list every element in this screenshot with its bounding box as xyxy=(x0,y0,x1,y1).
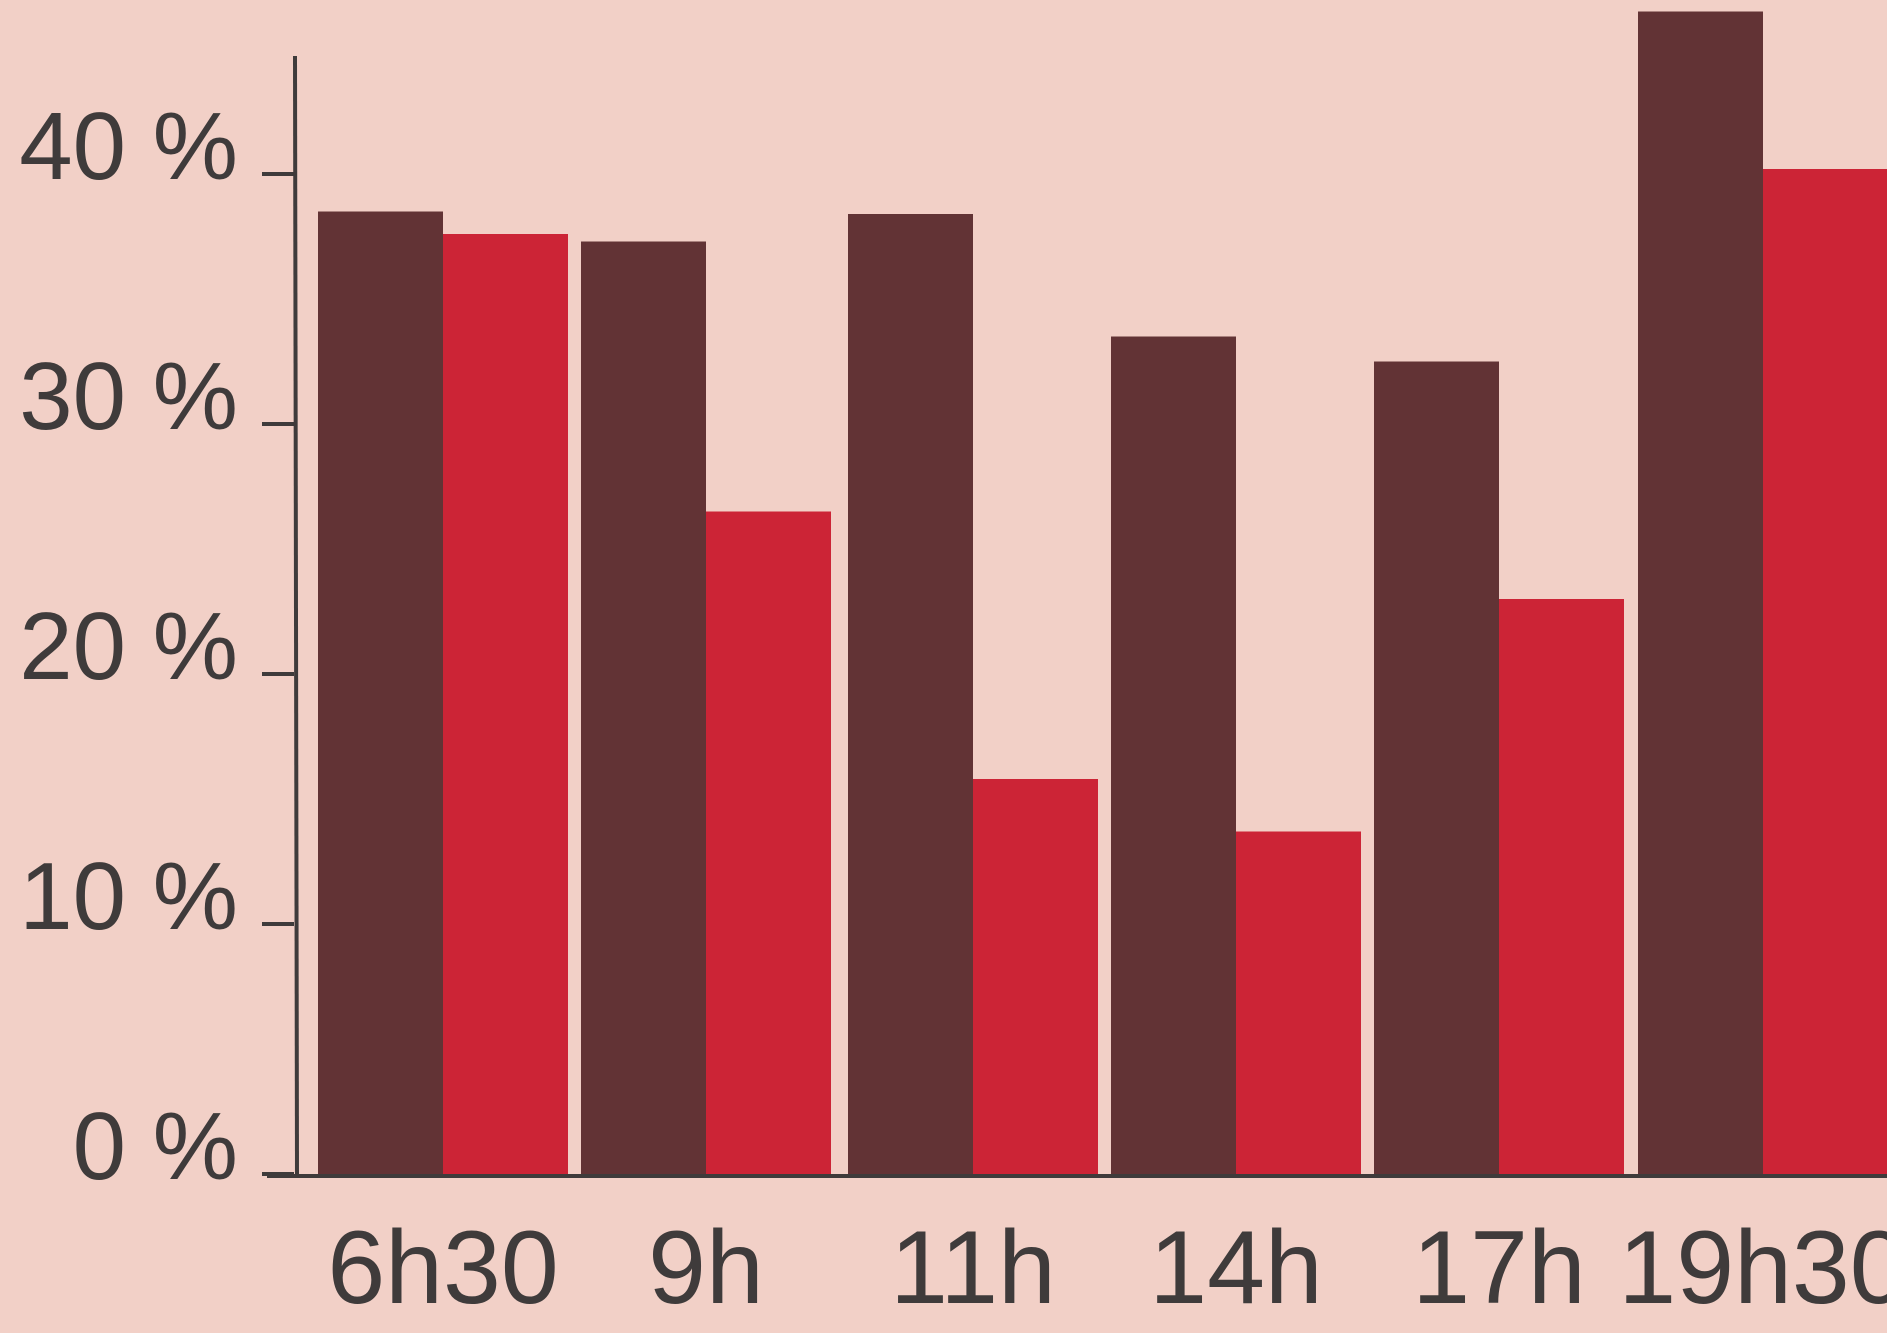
bar-6h30-series-1 xyxy=(318,211,443,1174)
bar-11h-series-2 xyxy=(973,779,1098,1174)
bar-9h-series-2 xyxy=(706,511,831,1174)
bar-17h-series-2 xyxy=(1499,599,1624,1174)
x-tick-label-17h: 17h xyxy=(1412,1210,1586,1326)
x-tick-label-11h: 11h xyxy=(890,1210,1056,1326)
bar-19h30-series-1 xyxy=(1638,11,1763,1174)
y-axis-line xyxy=(293,55,299,1177)
x-tick-label-19h30: 19h30 xyxy=(1618,1210,1887,1326)
y-tick-label-10: 10 % xyxy=(19,843,238,950)
bar-11h-series-1 xyxy=(848,214,973,1174)
bar-9h-series-1 xyxy=(581,241,706,1174)
bar-17h-series-1 xyxy=(1374,361,1499,1174)
y-tick-label-30: 30 % xyxy=(19,343,238,450)
x-axis-labels: 6h30 9h 11h 14h 17h 19h30 xyxy=(327,1210,1887,1326)
bar-14h-series-2 xyxy=(1236,831,1361,1174)
x-tick-label-9h: 9h xyxy=(648,1210,764,1326)
y-tick-label-20: 20 % xyxy=(19,593,238,700)
bar-19h30-series-2 xyxy=(1763,169,1887,1174)
x-tick-label-14h: 14h xyxy=(1149,1210,1323,1326)
y-tick-label-40: 40 % xyxy=(19,93,238,200)
y-axis-ticks: 0 % 10 % 20 % 30 % 40 % xyxy=(19,93,294,1200)
y-tick-label-0: 0 % xyxy=(73,1093,238,1200)
bar-14h-series-1 xyxy=(1111,336,1236,1174)
x-tick-label-6h30: 6h30 xyxy=(327,1210,558,1326)
bar-6h30-series-2 xyxy=(443,234,568,1174)
bars-group xyxy=(318,11,1887,1174)
